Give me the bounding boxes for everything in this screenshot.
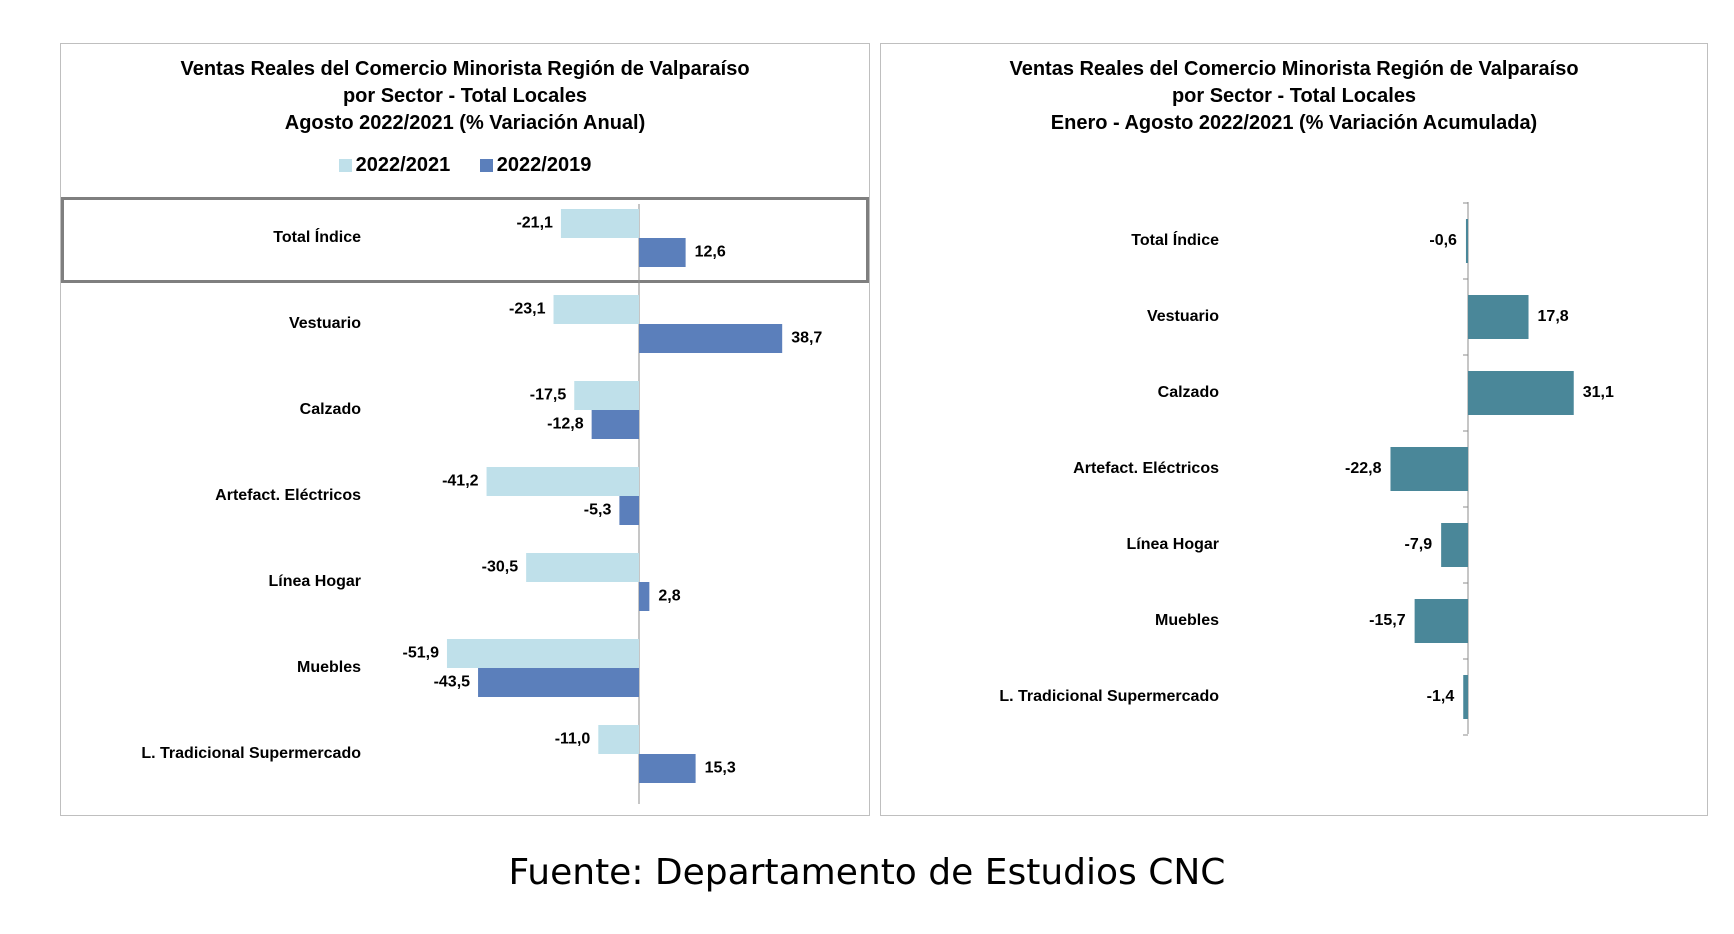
category-label: L. Tradicional Supermercado	[999, 688, 1219, 705]
data-label: -5,3	[584, 502, 612, 519]
bar	[598, 725, 639, 754]
category-label: Línea Hogar	[1127, 536, 1219, 553]
data-label: -43,5	[434, 674, 471, 691]
data-label: 38,7	[791, 330, 822, 347]
bar	[619, 496, 639, 525]
data-label: -1,4	[1427, 688, 1455, 705]
legend-label: 2022/2021	[355, 154, 451, 176]
chart-panel-annual: Ventas Reales del Comercio Minorista Reg…	[60, 43, 870, 816]
category-label: Total Índice	[273, 227, 361, 246]
bar	[1465, 219, 1468, 263]
bar	[639, 324, 783, 353]
data-label: 17,8	[1538, 308, 1569, 325]
chart-title-line: Ventas Reales del Comercio Minorista Reg…	[180, 58, 750, 80]
data-label: -21,1	[516, 215, 553, 232]
highlight-box-total	[61, 197, 869, 283]
bar	[553, 295, 639, 324]
legend-swatch	[338, 159, 352, 172]
chart-title-annual: Ventas Reales del Comercio Minorista Reg…	[61, 56, 869, 137]
category-label: Artefact. Eléctricos	[215, 487, 361, 504]
bar-chart-cumulative: Total Índice -0,6 Vestuario 17,8 Calzado 31,1…	[999, 202, 1614, 736]
data-label: -11,0	[555, 731, 591, 748]
category-label: Muebles	[297, 659, 361, 676]
category-label: Vestuario	[289, 315, 361, 332]
bar	[591, 410, 639, 439]
legend-swatch	[479, 159, 493, 172]
data-label: -17,5	[530, 387, 567, 404]
category-label: Muebles	[1155, 612, 1219, 629]
bar	[639, 238, 686, 267]
bar	[1468, 371, 1574, 415]
chart-title-line: Enero - Agosto 2022/2021 (% Variación Ac…	[1050, 112, 1538, 134]
bar	[1468, 295, 1529, 339]
chart-title-line: Ventas Reales del Comercio Minorista Reg…	[1009, 58, 1579, 80]
data-label: -0,6	[1429, 232, 1457, 249]
data-label: -23,1	[509, 301, 546, 318]
bar	[560, 209, 639, 238]
bar	[478, 668, 639, 697]
bar	[1390, 447, 1468, 491]
chart-title-cumulative: Ventas Reales del Comercio Minorista Reg…	[881, 56, 1707, 137]
bar	[486, 467, 639, 496]
data-label: -41,2	[442, 473, 479, 490]
legend-item: 2022/2019	[479, 154, 592, 177]
chart-title-line: Agosto 2022/2021 (% Variación Anual)	[284, 112, 646, 134]
bar	[639, 754, 696, 783]
data-label: -15,7	[1369, 612, 1406, 629]
bar	[574, 381, 639, 410]
data-label: -51,9	[403, 645, 440, 662]
chart-title-line: por Sector - Total Locales	[1171, 85, 1417, 107]
category-label: Calzado	[1158, 384, 1220, 401]
data-label: 31,1	[1583, 384, 1614, 401]
bar	[1463, 675, 1468, 719]
chart-legend: 2022/2021 2022/2019	[61, 154, 869, 178]
category-label: Calzado	[300, 401, 362, 418]
bar	[526, 553, 639, 582]
chart-title-line: por Sector - Total Locales	[342, 85, 588, 107]
legend-label: 2022/2019	[496, 154, 592, 176]
legend-item: 2022/2021	[338, 154, 451, 177]
bar	[446, 639, 639, 668]
data-label: 12,6	[695, 244, 726, 261]
data-label: 2,8	[658, 588, 680, 605]
category-label: Artefact. Eléctricos	[1073, 460, 1219, 477]
bar	[639, 582, 650, 611]
bar	[1441, 523, 1468, 567]
data-label: -7,9	[1405, 536, 1433, 553]
data-label: -12,8	[547, 416, 584, 433]
bar	[1414, 599, 1468, 643]
chart-panel-cumulative: Ventas Reales del Comercio Minorista Reg…	[880, 43, 1708, 816]
data-label: -30,5	[482, 559, 519, 576]
bar-chart-annual: Total Índice -21,1 12,6 Vestuario -23,1 38,7 C…	[141, 204, 822, 804]
data-label: -22,8	[1345, 460, 1382, 477]
data-label: 15,3	[705, 760, 736, 777]
source-note: Fuente: Departamento de Estudios CNC	[508, 852, 1226, 893]
category-label: L. Tradicional Supermercado	[141, 745, 361, 762]
category-label: Total Índice	[1131, 230, 1219, 249]
category-label: Línea Hogar	[269, 573, 361, 590]
category-label: Vestuario	[1147, 308, 1219, 325]
